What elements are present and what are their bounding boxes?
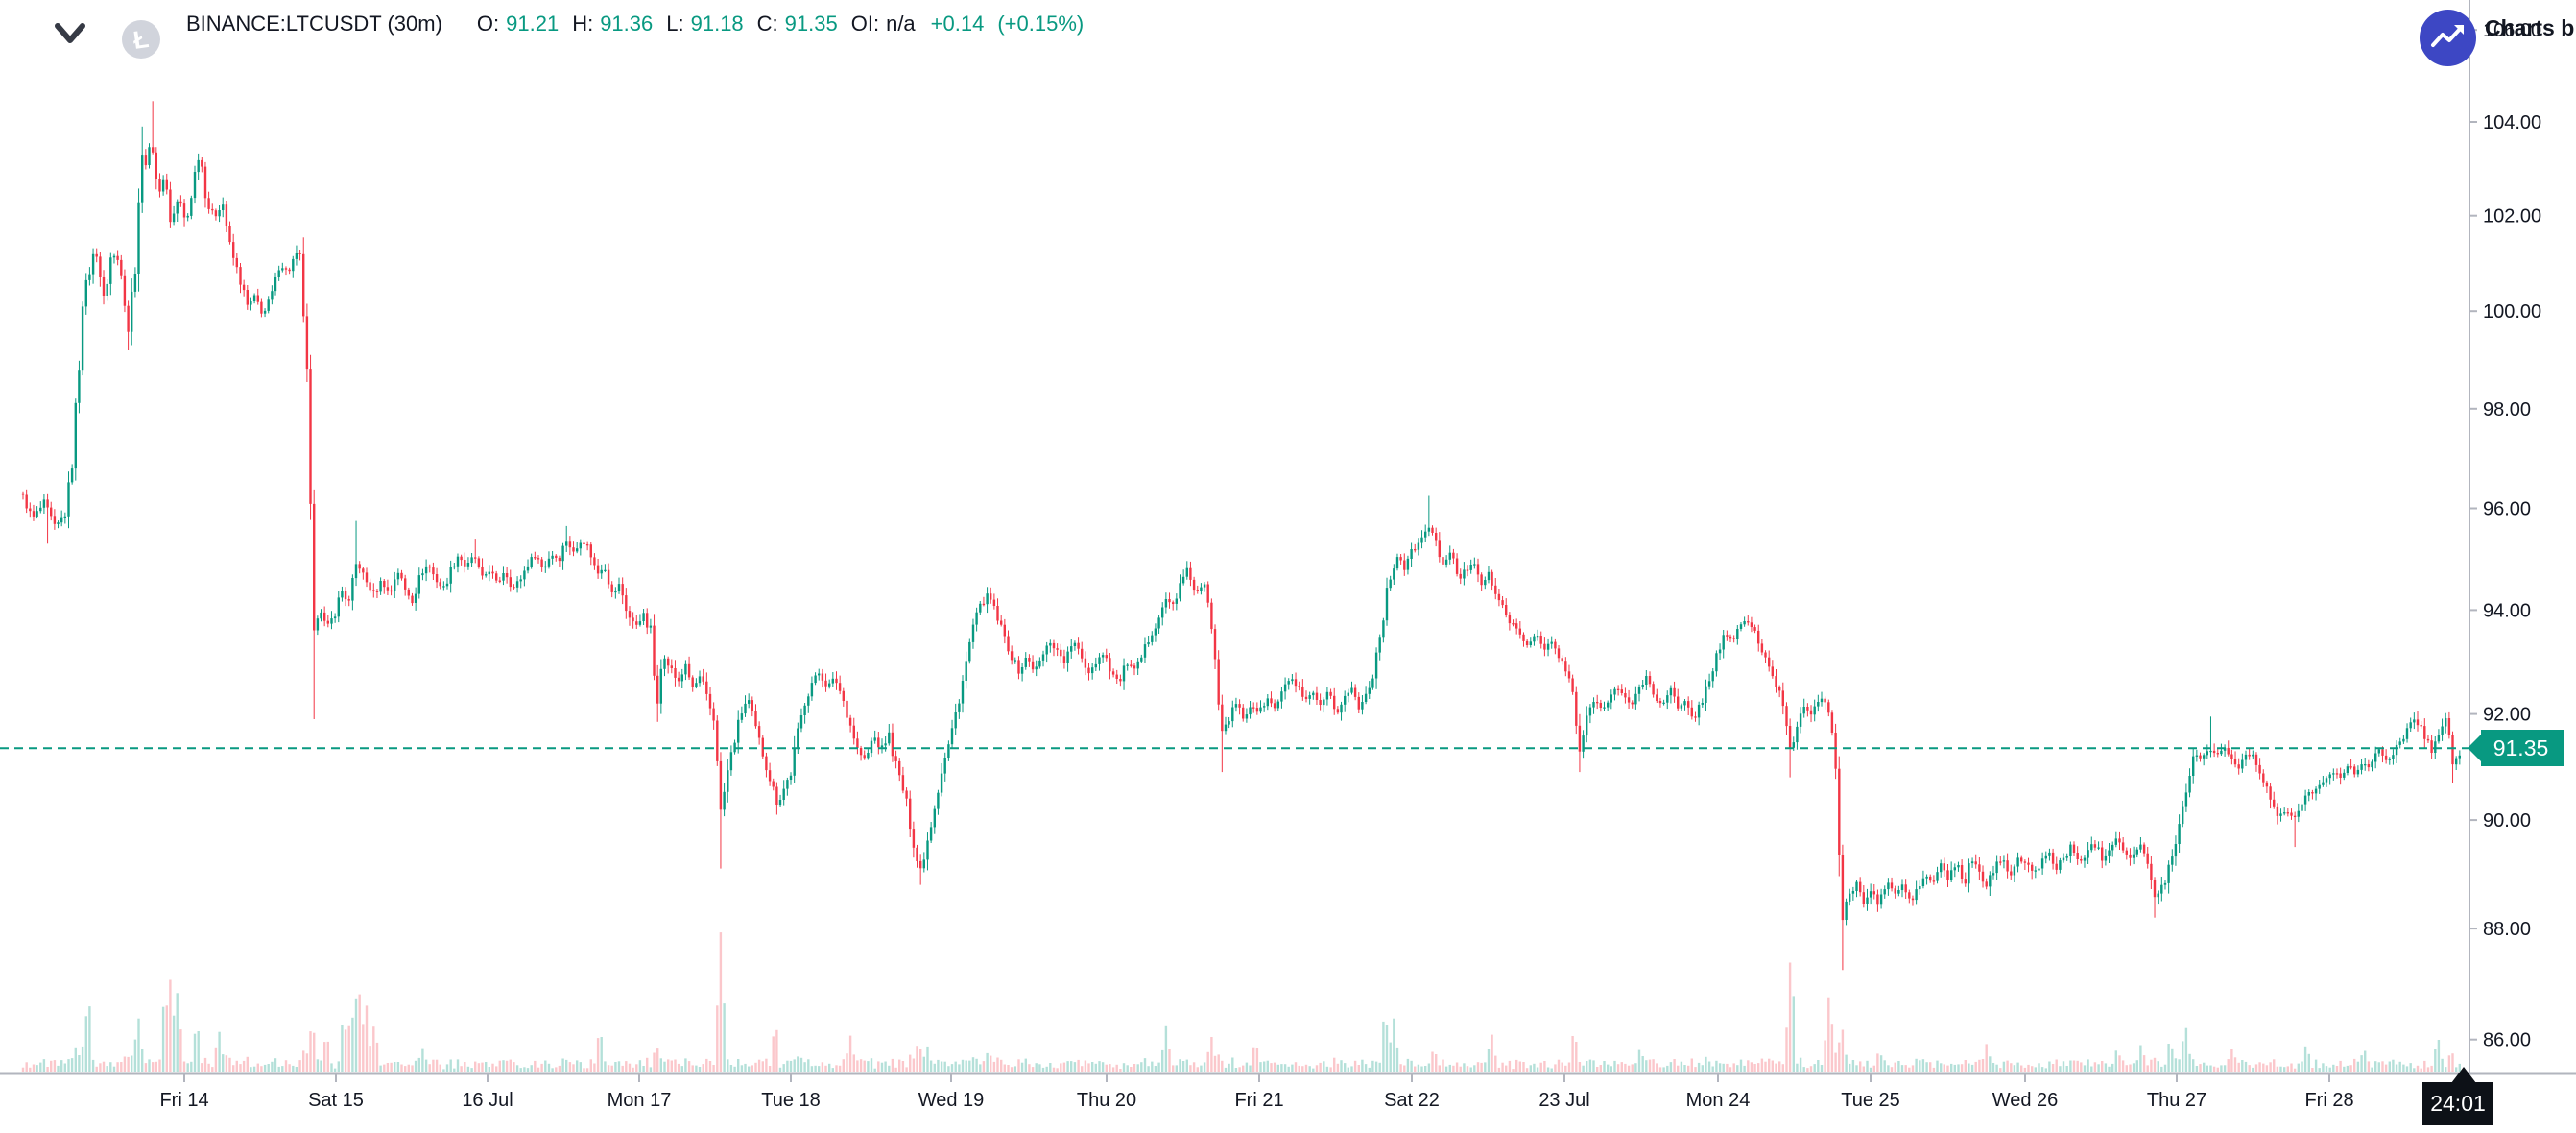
price-axis-label[interactable]: 96.00 xyxy=(2483,499,2531,520)
chevron-down-icon[interactable] xyxy=(54,21,86,46)
symbol-legend[interactable]: BINANCE:LTCUSDT (30m) O: 91.21 H: 91.36 L: 91… xyxy=(186,12,1084,36)
price-axis-label[interactable]: 94.00 xyxy=(2483,600,2531,621)
time-axis-label[interactable]: Fri 28 xyxy=(2304,1090,2353,1111)
ohlc-value: 91.18 xyxy=(690,12,744,36)
time-axis-label[interactable]: Tue 25 xyxy=(1841,1090,1900,1111)
change-value: +0.14 xyxy=(930,12,985,36)
price-axis-label[interactable]: 102.00 xyxy=(2483,206,2541,228)
candles xyxy=(21,101,2461,971)
symbol-title[interactable]: BINANCE:LTCUSDT (30m) xyxy=(186,12,442,36)
price-axis-label[interactable]: 86.00 xyxy=(2483,1030,2531,1051)
time-axis-label[interactable]: Wed 26 xyxy=(1992,1090,2059,1111)
ohlc-value: 91.35 xyxy=(784,12,838,36)
time-axis-label[interactable]: 23 Jul xyxy=(1538,1090,1589,1111)
price-axis-label[interactable]: 90.00 xyxy=(2483,810,2531,832)
time-axis-label[interactable]: Mon 17 xyxy=(608,1090,672,1111)
change-percent: (+0.15%) xyxy=(997,12,1085,36)
charts-logo-icon[interactable] xyxy=(2420,10,2476,66)
ohlc-label: OI: xyxy=(850,12,880,36)
last-price-value: 91.35 xyxy=(2493,735,2549,760)
time-axis-label[interactable]: Thu 20 xyxy=(1077,1090,1136,1111)
ohlc-value: 91.21 xyxy=(506,12,560,36)
time-axis-label[interactable]: 16 Jul xyxy=(462,1090,513,1111)
charts-watermark-label[interactable]: Charts b xyxy=(2485,15,2575,40)
time-axis-label[interactable]: Mon 24 xyxy=(1686,1090,1751,1111)
ohlc-label: L: xyxy=(666,12,684,36)
time-axis-label[interactable]: Tue 18 xyxy=(761,1090,821,1111)
time-axis-label[interactable]: Thu 27 xyxy=(2147,1090,2206,1111)
volume-pane xyxy=(21,932,2461,1072)
price-axis-label[interactable]: 88.00 xyxy=(2483,919,2531,940)
price-axis-label[interactable]: 104.00 xyxy=(2483,112,2541,133)
time-axis-label[interactable]: Sat 22 xyxy=(1384,1090,1440,1111)
ohlc-label: C: xyxy=(756,12,778,36)
time-axis-label[interactable]: Fri 21 xyxy=(1234,1090,1283,1111)
price-axis-label[interactable]: 92.00 xyxy=(2483,705,2531,726)
ohlc-label: H: xyxy=(572,12,594,36)
ohlc-value: 91.36 xyxy=(600,12,654,36)
ohlc-fields: O: 91.21 H: 91.36 L: 91.18 C: 91.35 OI: n/a xyxy=(464,12,916,36)
price-axis-label[interactable]: 100.00 xyxy=(2483,301,2541,323)
time-axis-label[interactable]: Wed 19 xyxy=(918,1090,985,1111)
price-axis-label[interactable]: 98.00 xyxy=(2483,399,2531,421)
litecoin-icon: Ł xyxy=(122,20,160,59)
ohlc-label: O: xyxy=(476,12,500,36)
countdown-arrow-icon xyxy=(2451,1067,2476,1083)
countdown-value: 24:01 xyxy=(2430,1091,2486,1116)
ohlc-value: n/a xyxy=(886,12,916,36)
time-axis-label[interactable]: Fri 14 xyxy=(159,1090,208,1111)
time-axis-label[interactable]: Sat 15 xyxy=(308,1090,364,1111)
bar-countdown-badge: 24:01 xyxy=(2422,1082,2493,1125)
price-axis-label[interactable]: 106.00 xyxy=(2483,20,2541,41)
last-price-badge: 91.35 xyxy=(2468,730,2564,766)
